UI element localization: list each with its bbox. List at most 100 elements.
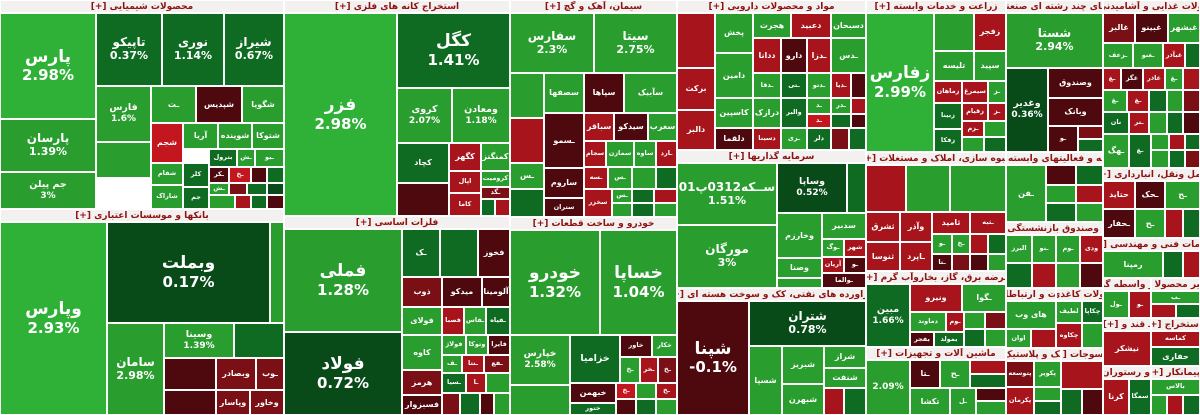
treemap-tile[interactable] [1183,251,1200,278]
treemap-tile[interactable] [777,278,822,288]
treemap-tile[interactable] [1078,139,1103,152]
treemap-tile[interactable]: درازک [753,98,781,128]
treemap-tile[interactable] [1080,263,1103,288]
treemap-tile[interactable]: کرومیت [481,171,510,187]
sector-header-paper[interactable]: محصولات کاغذی [+] [1056,288,1103,301]
treemap-tile[interactable] [985,329,1006,347]
treemap-tile[interactable]: ـد [807,98,831,114]
treemap-tile[interactable]: ثشرق [866,212,900,242]
treemap-tile[interactable] [1183,209,1200,238]
treemap-tile[interactable]: ـوالما [822,273,866,288]
treemap-tile[interactable]: ـغ [1103,68,1121,90]
treemap-tile[interactable]: ـد [807,114,831,128]
treemap-tile[interactable] [984,137,1006,152]
treemap-tile[interactable]: پکرمان [1006,387,1034,415]
treemap-tile[interactable]: کاوه [402,335,442,370]
treemap-tile[interactable]: خاور [620,335,652,357]
treemap-tile[interactable] [1149,112,1167,134]
treemap-tile[interactable]: سجام [584,141,606,167]
treemap-tile[interactable] [1061,361,1103,389]
treemap-tile[interactable]: وخارزم [777,213,822,258]
treemap-tile[interactable] [851,98,866,114]
treemap-tile[interactable]: غاذر [1143,68,1165,90]
treemap-tile[interactable] [397,183,449,216]
sector-header-metal-mining[interactable]: استخراج کانه های فلزی [+] [284,0,510,13]
treemap-tile[interactable] [1149,90,1167,112]
treemap-tile[interactable]: ـارد [656,141,677,167]
treemap-tile[interactable]: ـنتا [462,355,484,373]
treemap-tile[interactable]: کلر [183,163,209,187]
treemap-tile[interactable]: ـهگ [1103,134,1129,168]
treemap-tile[interactable]: لطیف [1056,301,1082,323]
treemap-tile[interactable]: خزامیا [570,335,620,383]
sector-header-basic-metals[interactable]: فلزات اساسی [+] [284,216,510,229]
treemap-tile[interactable]: ـکر [209,167,229,183]
treemap-tile[interactable]: پارسان 1.39% [0,119,96,172]
treemap-tile[interactable] [632,167,656,189]
treemap-tile[interactable] [844,388,866,415]
treemap-tile[interactable] [654,203,677,217]
treemap-tile[interactable] [1185,43,1200,68]
treemap-tile[interactable]: وپارس 2.93% [0,222,107,415]
treemap-tile[interactable]: ختور [570,403,616,415]
treemap-tile[interactable]: ـوگ [822,239,844,257]
treemap-tile[interactable]: ـف [442,355,462,373]
treemap-tile[interactable] [460,393,480,415]
treemap-tile[interactable]: وبانک [1048,98,1103,126]
treemap-tile[interactable]: چکاپا [1082,301,1103,323]
treemap-tile[interactable] [1169,150,1185,168]
treemap-tile[interactable]: ـتر [1129,112,1149,134]
treemap-tile[interactable]: ـخ [952,234,970,254]
treemap-tile[interactable]: ـغ [1165,68,1183,90]
treemap-tile[interactable]: اوان [1006,329,1031,348]
treemap-tile[interactable]: فایرا [488,335,510,355]
treemap-tile[interactable]: پخش [715,13,753,53]
treemap-tile[interactable] [1185,150,1200,168]
treemap-tile[interactable] [1167,112,1183,134]
treemap-tile[interactable] [247,183,267,195]
treemap-tile[interactable] [1046,185,1076,203]
sector-header-banks[interactable]: بانکها و موسسات اعتباری [+] [0,209,284,222]
treemap-tile[interactable]: ـو [1048,126,1078,152]
treemap-tile[interactable]: دعبید [791,13,831,38]
treemap-tile[interactable] [486,373,510,393]
treemap-tile[interactable]: ـحک [1135,181,1165,209]
treemap-tile[interactable] [1046,203,1076,222]
treemap-tile[interactable]: شپدیس [196,86,242,123]
treemap-tile[interactable]: زفجر [974,13,1006,51]
treemap-tile[interactable] [677,13,715,68]
treemap-tile[interactable]: چکاوه [1056,323,1082,348]
treemap-tile[interactable] [952,254,970,271]
treemap-tile[interactable] [267,167,284,183]
treemap-tile[interactable]: ـنو [1032,235,1056,263]
treemap-tile[interactable]: کروی 2.07% [397,88,452,143]
treemap-tile[interactable]: ستران [544,198,584,217]
treemap-tile[interactable]: البرز [1006,235,1032,263]
treemap-tile[interactable]: ودی [1080,235,1103,263]
treemap-tile[interactable] [164,390,216,415]
treemap-tile[interactable]: ـو [932,234,952,254]
treemap-tile[interactable]: نوری 1.14% [162,13,224,86]
treemap-tile[interactable]: ـس [608,167,632,189]
treemap-tile[interactable] [1183,90,1200,112]
treemap-tile[interactable]: نان [1103,112,1129,134]
treemap-tile[interactable]: دلقما [715,128,753,150]
treemap-tile[interactable]: رمپنا [1103,251,1163,278]
treemap-tile[interactable]: خبهمن [570,383,616,403]
treemap-tile[interactable] [656,167,677,189]
treemap-tile[interactable]: دسینا [753,128,781,150]
treemap-tile[interactable]: شیراز 0.67% [224,13,284,86]
treemap-tile[interactable] [234,323,284,358]
treemap-tile[interactable]: شبریز [782,346,824,384]
treemap-tile[interactable] [164,358,216,390]
treemap-tile[interactable] [976,388,1006,401]
treemap-tile[interactable]: ـغ [1129,134,1151,168]
treemap-tile[interactable]: خودرو 1.32% [510,230,600,335]
treemap-tile[interactable]: بفجر [910,332,934,347]
sector-header-insurance[interactable]: بیمه وصندوق بازنشستگی [+] [1006,222,1103,235]
treemap-tile[interactable]: سخزر [584,189,612,217]
treemap-tile[interactable]: ومعادن 1.18% [452,88,510,143]
treemap-tile[interactable]: شوینده [218,123,252,149]
treemap-tile[interactable] [866,165,906,212]
treemap-tile[interactable]: فولاد 0.72% [284,332,402,415]
